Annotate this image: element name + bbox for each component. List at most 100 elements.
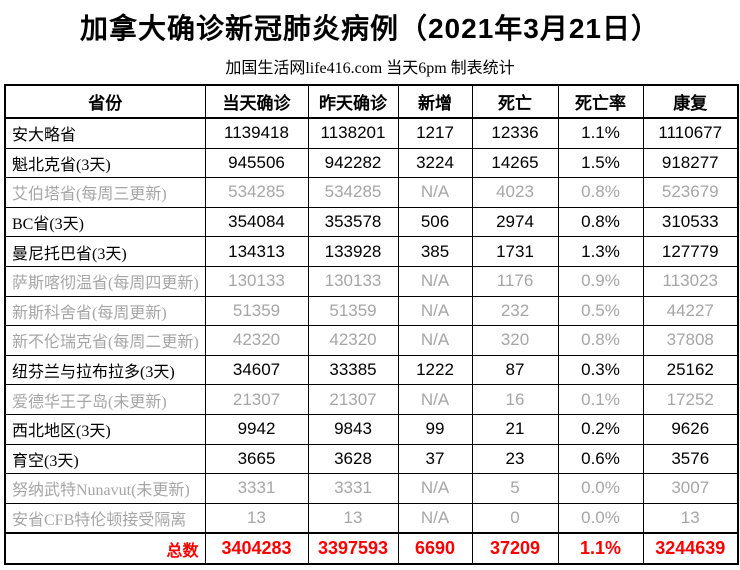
covid-stats-table: 省份 当天确诊 昨天确诊 新增 死亡 死亡率 康复 安大略省 1139418 113… [4,84,739,566]
today-cell: 51359 [204,295,309,327]
today-cell: 534285 [204,177,309,208]
new-cases-cell: 1222 [397,354,473,386]
recovered-cell: 3007 [642,473,739,504]
table-row: 努纳武特Nunavut(未更新) 3331 3331 N/A 5 0.0% 3007 [4,473,739,504]
province-cell: 魁北克省(3天) [4,147,206,179]
new-cases-cell: N/A [397,265,473,297]
deaths-cell: 23 [471,443,559,475]
col-header-yesterday: 昨天确诊 [307,84,399,119]
header-row: 省份 当天确诊 昨天确诊 新增 死亡 死亡率 康复 [4,84,739,119]
new-cases-cell: 385 [397,236,473,267]
table-row: 安大略省 1139418 1138201 1217 12336 1.1% 1110677 [4,117,739,149]
total-label: 总数 [4,532,206,565]
new-cases-cell: 3224 [397,147,473,179]
today-cell: 1139418 [204,117,309,149]
recovered-cell: 523679 [642,177,739,208]
table-header: 省份 当天确诊 昨天确诊 新增 死亡 死亡率 康复 [4,84,739,119]
today-cell: 3665 [204,443,309,475]
new-cases-cell: N/A [397,325,473,356]
yesterday-cell: 21307 [307,384,399,415]
province-cell: 西北地区(3天) [4,413,206,445]
total-yesterday: 3397593 [307,532,399,565]
today-cell: 21307 [204,384,309,415]
yesterday-cell: 942282 [307,147,399,179]
today-cell: 34607 [204,354,309,386]
death-rate-cell: 0.1% [557,384,644,415]
total-row: 总数 3404283 3397593 6690 37209 1.1% 32446… [4,532,739,565]
recovered-cell: 113023 [642,265,739,297]
death-rate-cell: 0.0% [557,473,644,504]
table-row: 育空(3天) 3665 3628 37 23 0.6% 3576 [4,443,739,475]
new-cases-cell: 1217 [397,117,473,149]
total-today: 3404283 [204,532,309,565]
table-body: 安大略省 1139418 1138201 1217 12336 1.1% 1110677 魁北… [4,117,739,534]
recovered-cell: 25162 [642,354,739,386]
table-row: 新不伦瑞克省(每周二更新) 42320 42320 N/A 320 0.8% 37808 [4,325,739,356]
death-rate-cell: 0.0% [557,502,644,534]
recovered-cell: 17252 [642,384,739,415]
col-header-today: 当天确诊 [204,84,309,119]
deaths-cell: 5 [471,473,559,504]
recovered-cell: 310533 [642,206,739,238]
today-cell: 134313 [204,236,309,267]
page-title: 加拿大确诊新冠肺炎病例（2021年3月21日） [79,13,660,44]
yesterday-cell: 13 [307,502,399,534]
new-cases-cell: 37 [397,443,473,475]
province-cell: 艾伯塔省(每周三更新) [4,177,206,208]
recovered-cell: 918277 [642,147,739,179]
deaths-cell: 16 [471,384,559,415]
yesterday-cell: 9843 [307,413,399,445]
deaths-cell: 12336 [471,117,559,149]
death-rate-cell: 0.6% [557,443,644,475]
province-cell: 爱德华王子岛(未更新) [4,384,206,415]
total-death-rate: 1.1% [557,532,644,565]
table-row: 纽芬兰与拉布拉多(3天) 34607 33385 1222 87 0.3% 25162 [4,354,739,386]
table-row: 艾伯塔省(每周三更新) 534285 534285 N/A 4023 0.8% 523679 [4,177,739,208]
death-rate-cell: 0.8% [557,177,644,208]
col-header-death-rate: 死亡率 [557,84,644,119]
yesterday-cell: 1138201 [307,117,399,149]
death-rate-cell: 0.8% [557,325,644,356]
table-row: 安省CFB特伦顿接受隔离 13 13 N/A 0 0.0% 13 [4,502,739,534]
death-rate-cell: 0.2% [557,413,644,445]
deaths-cell: 4023 [471,177,559,208]
table-row: 萨斯喀彻温省(每周四更新) 130133 130133 N/A 1176 0.9% 1130… [4,265,739,297]
table-row: 西北地区(3天) 9942 9843 99 21 0.2% 9626 [4,413,739,445]
recovered-cell: 13 [642,502,739,534]
new-cases-cell: N/A [397,502,473,534]
yesterday-cell: 51359 [307,295,399,327]
deaths-cell: 2974 [471,206,559,238]
yesterday-cell: 3628 [307,443,399,475]
province-cell: 安省CFB特伦顿接受隔离 [4,502,206,534]
today-cell: 3331 [204,473,309,504]
recovered-cell: 37808 [642,325,739,356]
province-cell: 育空(3天) [4,443,206,475]
col-header-recovered: 康复 [642,84,739,119]
recovered-cell: 44227 [642,295,739,327]
death-rate-cell: 1.3% [557,236,644,267]
recovered-cell: 9626 [642,413,739,445]
recovered-cell: 1110677 [642,117,739,149]
deaths-cell: 21 [471,413,559,445]
col-header-new: 新增 [397,84,473,119]
new-cases-cell: 99 [397,413,473,445]
death-rate-cell: 0.5% [557,295,644,327]
death-rate-cell: 0.9% [557,265,644,297]
yesterday-cell: 130133 [307,265,399,297]
yesterday-cell: 534285 [307,177,399,208]
col-header-province: 省份 [4,84,206,119]
today-cell: 354084 [204,206,309,238]
yesterday-cell: 133928 [307,236,399,267]
today-cell: 42320 [204,325,309,356]
table-row: 爱德华王子岛(未更新) 21307 21307 N/A 16 0.1% 17252 [4,384,739,415]
today-cell: 9942 [204,413,309,445]
province-cell: 安大略省 [4,117,206,149]
death-rate-cell: 1.5% [557,147,644,179]
table-footer: 总数 3404283 3397593 6690 37209 1.1% 32446… [4,532,739,565]
province-cell: 新斯科舍省(每周更新) [4,295,206,327]
yesterday-cell: 3331 [307,473,399,504]
province-cell: 纽芬兰与拉布拉多(3天) [4,354,206,386]
today-cell: 13 [204,502,309,534]
deaths-cell: 320 [471,325,559,356]
